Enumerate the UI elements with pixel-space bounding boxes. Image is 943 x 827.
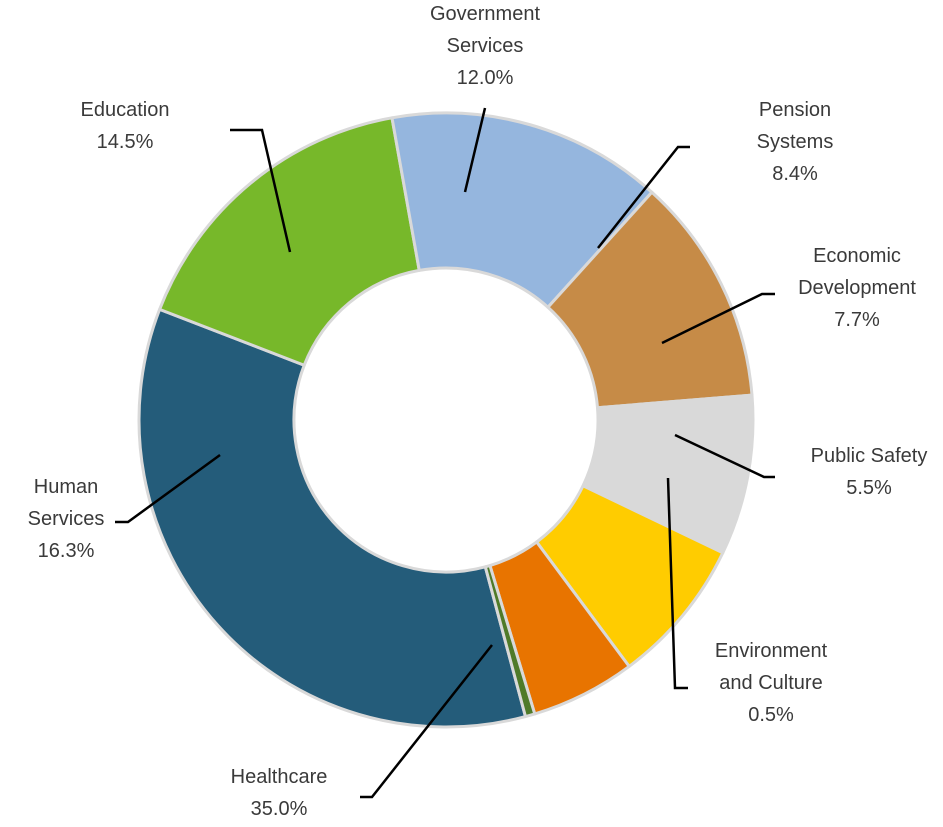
category-label-government-services: Services xyxy=(447,35,524,57)
leader-line-human-services xyxy=(115,453,221,524)
value-label-pension-systems: 8.4% xyxy=(772,163,818,185)
leader-line-environment-and-culture xyxy=(666,477,688,690)
label-government-services: Government Services 12.0% xyxy=(430,3,540,89)
slice-environment-and-culture xyxy=(483,564,537,719)
category-label-pension-systems: Systems xyxy=(757,131,834,153)
category-label-government-services: Government xyxy=(430,3,540,25)
label-human-services: Human Services 16.3% xyxy=(28,476,105,562)
category-label-environment-and-culture: Environment xyxy=(715,640,828,662)
category-label-human-services: Human xyxy=(34,476,98,498)
category-label-environment-and-culture: and Culture xyxy=(719,672,822,694)
leader-line-pension-systems xyxy=(597,145,690,249)
leader-line-healthcare xyxy=(360,644,493,799)
label-economic-development: Economic Development 7.7% xyxy=(798,245,916,331)
category-label-healthcare: Healthcare xyxy=(231,766,328,788)
label-healthcare: Healthcare 35.0% xyxy=(231,766,328,820)
slice-education xyxy=(390,111,654,309)
value-label-government-services: 12.0% xyxy=(457,67,514,89)
value-label-education: 14.5% xyxy=(97,131,154,153)
slice-healthcare xyxy=(137,307,527,729)
leader-line-public-safety xyxy=(674,433,775,479)
value-label-healthcare: 35.0% xyxy=(251,798,308,820)
leader-line-economic-development xyxy=(661,292,775,345)
label-pension-systems: Pension Systems 8.4% xyxy=(757,99,834,185)
label-education: Education 14.5% xyxy=(81,99,170,153)
category-label-public-safety: Public Safety xyxy=(811,445,928,467)
value-label-public-safety: 5.5% xyxy=(846,477,892,499)
label-environment-and-culture: Environment and Culture 0.5% xyxy=(715,640,828,726)
slice-human-services xyxy=(158,116,421,367)
label-public-safety: Public Safety 5.5% xyxy=(811,445,928,499)
category-label-economic-development: Economic xyxy=(813,245,901,267)
leader-lines xyxy=(115,107,775,799)
value-label-economic-development: 7.7% xyxy=(834,309,880,331)
leader-line-education xyxy=(230,128,292,253)
category-label-pension-systems: Pension xyxy=(759,99,831,121)
category-label-economic-development: Development xyxy=(798,277,916,299)
category-label-education: Education xyxy=(81,99,170,121)
donut-slices xyxy=(137,111,755,729)
leader-line-government-services xyxy=(463,107,487,193)
value-label-environment-and-culture: 0.5% xyxy=(748,704,794,726)
value-label-human-services: 16.3% xyxy=(38,540,95,562)
category-label-human-services: Services xyxy=(28,508,105,530)
slice-labels: Healthcare 35.0% Human Services 16.3% Educati… xyxy=(28,3,928,820)
